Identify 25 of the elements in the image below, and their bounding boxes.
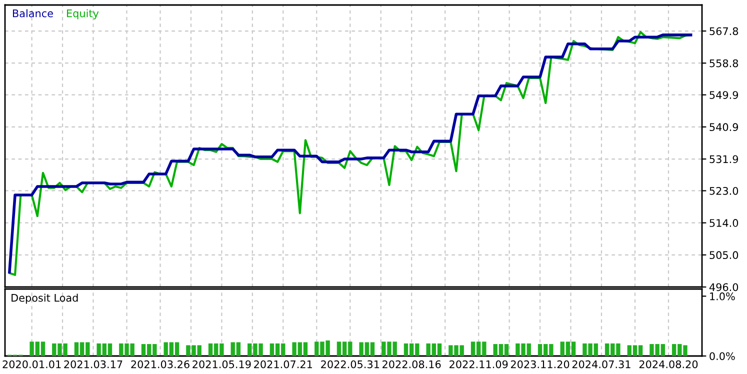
x-tick-label: 2022.08.16 (382, 360, 441, 368)
y-tick-label: 1.0% (710, 292, 735, 300)
y-tick-label: 523.0 (710, 186, 738, 195)
x-tick-label: 2022.05.31 (321, 360, 380, 368)
y-tick-label: 531.9 (710, 155, 738, 164)
y-tick-label: 549.9 (710, 91, 738, 99)
y-tick-label: 496.0 (709, 283, 738, 292)
x-tick-label: 2021.03.26 (131, 360, 190, 368)
x-tick-label: 2022.11.09 (450, 360, 508, 368)
x-tick-label: 2021.05.19 (192, 360, 251, 368)
x-tick-label: 2020.01.01 (2, 360, 61, 368)
y-tick-label: 514.0 (710, 219, 738, 227)
x-tick-label: 2021.07.21 (254, 360, 312, 368)
x-tick-label: 2024.08.20 (639, 360, 698, 368)
y-tick-label: 505.0 (710, 251, 738, 260)
text: Equity (67, 9, 99, 20)
y-tick-label: 558.8 (710, 59, 738, 68)
x-tick-label: 2024.07.31 (572, 360, 630, 368)
y-tick-label: 0.0% (710, 352, 735, 360)
x-tick-label: 2021.03.17 (64, 360, 122, 368)
y-tick-label: 540.9 (710, 123, 738, 132)
chart-title: Deposit Load (12, 294, 78, 304)
x-tick-label: 2023.11.20 (510, 360, 570, 368)
y-tick-label: 567.8 (710, 27, 738, 36)
text: Balance (12, 9, 53, 18)
